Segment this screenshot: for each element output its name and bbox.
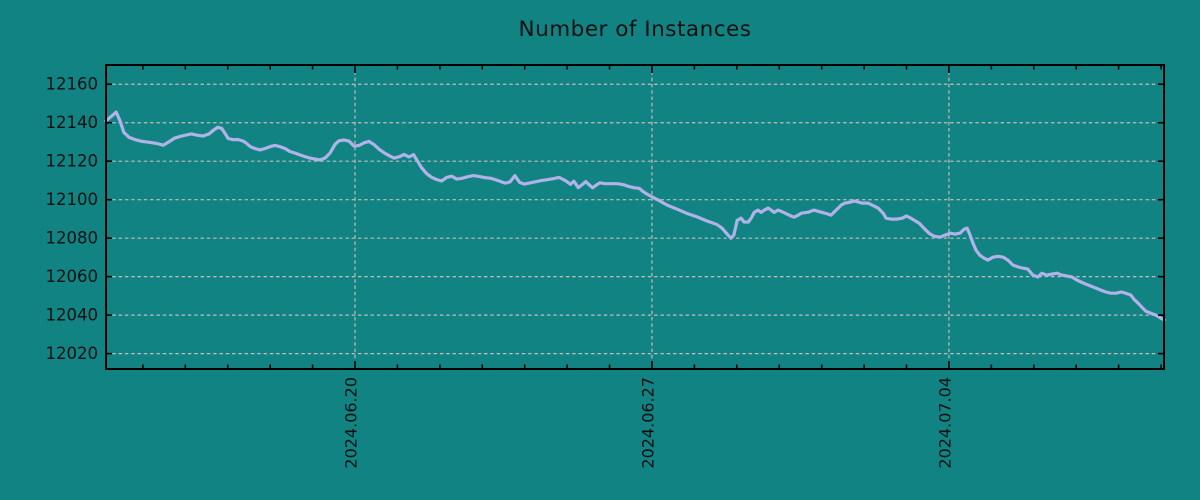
y-axis-labels: 12020 12040 12060 12080 12100 12120 12140 12160	[46, 75, 99, 363]
y-tick-label: 12040	[46, 306, 99, 325]
y-tick-label: 12060	[46, 267, 99, 286]
y-tick-label: 12140	[46, 113, 99, 132]
y-tick-label: 12160	[46, 75, 99, 94]
plot-border	[105, 64, 1165, 370]
series-line-instances	[104, 110, 1166, 322]
x-tick-label: 2024.07.04	[935, 377, 954, 469]
chart-title: Number of Instances	[518, 17, 752, 42]
x-tick-label: 2024.06.20	[342, 377, 361, 469]
y-tick-label: 12120	[46, 152, 99, 171]
gridlines	[106, 65, 1164, 369]
x-axis-labels: 2024.06.20 2024.06.27 2024.07.04	[342, 377, 955, 469]
y-tick-label: 12080	[46, 229, 99, 248]
axis-ticks	[106, 65, 1164, 369]
x-tick-label: 2024.06.27	[638, 377, 657, 469]
y-tick-label: 12100	[46, 190, 99, 209]
y-tick-label: 12020	[46, 344, 99, 363]
